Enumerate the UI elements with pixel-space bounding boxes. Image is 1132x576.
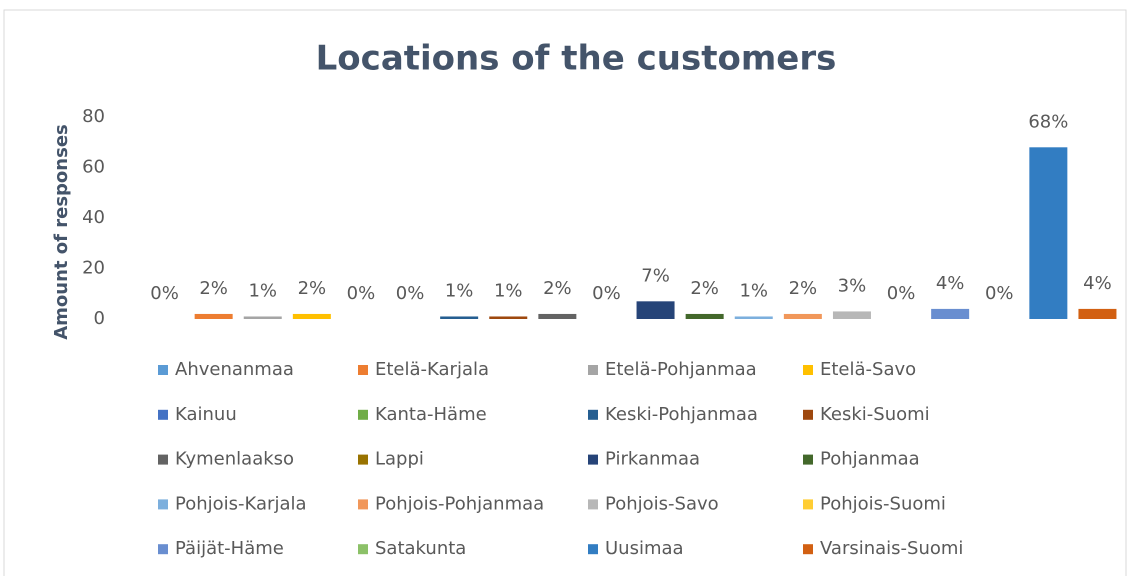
legend-label: Etelä-Savo: [820, 359, 916, 380]
legend-swatch: [588, 409, 598, 420]
legend-label: Etelä-Pohjanmaa: [605, 359, 757, 380]
data-label: 1%: [494, 280, 523, 301]
legend-swatch: [358, 409, 368, 420]
legend-swatch: [803, 365, 813, 375]
legend-swatch: [803, 409, 813, 420]
legend-label: Ahvenanmaa: [175, 359, 294, 380]
legend-label: Päijät-Häme: [175, 538, 284, 559]
y-tick-label: 80: [82, 106, 105, 127]
legend-label: Uusimaa: [605, 538, 684, 559]
legend-swatch: [158, 365, 168, 375]
legend-label: Pohjanmaa: [820, 449, 920, 470]
legend-label: Pohjois-Pohjanmaa: [375, 493, 544, 514]
y-axis-label: Amount of responses: [51, 124, 72, 340]
legend-label: Pohjois-Savo: [605, 493, 719, 514]
legend-label: Kainuu: [175, 404, 237, 425]
data-label: 68%: [1028, 111, 1068, 132]
legend-swatch: [358, 365, 368, 375]
y-tick-label: 0: [94, 308, 105, 329]
bar: [636, 301, 675, 319]
chart-title: Locations of the customers: [316, 39, 837, 79]
legend-label: Lappi: [375, 449, 424, 470]
legend-swatch: [158, 499, 168, 510]
legend-swatch: [358, 499, 368, 510]
data-label: 4%: [936, 273, 965, 294]
bar: [783, 313, 822, 319]
data-label: 4%: [1083, 273, 1112, 294]
bar: [1029, 147, 1068, 319]
data-label: 2%: [543, 278, 572, 299]
legend-swatch: [158, 409, 168, 420]
data-label: 1%: [445, 280, 474, 301]
y-tick-label: 40: [82, 207, 105, 228]
legend-swatch: [803, 544, 813, 555]
bar: [931, 308, 970, 319]
bar: [1078, 308, 1117, 319]
legend-label: Kanta-Häme: [375, 404, 487, 425]
bar: [194, 313, 233, 319]
data-label: 1%: [739, 280, 768, 301]
legend-label: Keski-Pohjanmaa: [605, 404, 758, 425]
legend-swatch: [158, 454, 168, 465]
legend-label: Varsinais-Suomi: [820, 538, 963, 559]
y-tick-label: 20: [82, 258, 105, 279]
data-label: 3%: [838, 275, 867, 296]
bar: [489, 316, 528, 319]
data-label: 0%: [347, 283, 376, 304]
legend-swatch: [588, 365, 598, 375]
data-label: 7%: [641, 265, 670, 286]
data-label: 0%: [985, 283, 1014, 304]
legend-swatch: [358, 454, 368, 465]
data-label: 0%: [150, 283, 179, 304]
chart-frame: [3, 9, 1127, 576]
data-label: 0%: [592, 283, 621, 304]
data-label: 2%: [298, 278, 327, 299]
bar: [440, 316, 479, 319]
bar: [538, 313, 577, 319]
legend-label: Etelä-Karjala: [375, 359, 489, 380]
legend-swatch: [588, 544, 598, 555]
bar: [685, 313, 724, 319]
legend-swatch: [803, 499, 813, 510]
bar: [243, 316, 282, 319]
data-label: 2%: [789, 278, 818, 299]
legend-swatch: [358, 544, 368, 555]
legend-swatch: [588, 499, 598, 510]
legend-label: Pohjois-Karjala: [175, 493, 307, 514]
bar: [832, 311, 871, 319]
data-label: 0%: [396, 283, 425, 304]
bar: [292, 313, 331, 319]
legend-label: Keski-Suomi: [820, 404, 930, 425]
y-tick-label: 60: [82, 157, 105, 178]
legend-label: Pohjois-Suomi: [820, 493, 946, 514]
legend-label: Kymenlaakso: [175, 449, 294, 470]
legend-label: Satakunta: [375, 538, 466, 559]
data-label: 2%: [199, 278, 228, 299]
data-label: 0%: [887, 283, 916, 304]
data-label: 2%: [690, 278, 719, 299]
legend-swatch: [588, 454, 598, 465]
legend-swatch: [158, 544, 168, 555]
legend-label: Pirkanmaa: [605, 449, 700, 470]
legend-swatch: [803, 454, 813, 465]
data-label: 1%: [248, 280, 277, 301]
bar: [734, 316, 773, 319]
